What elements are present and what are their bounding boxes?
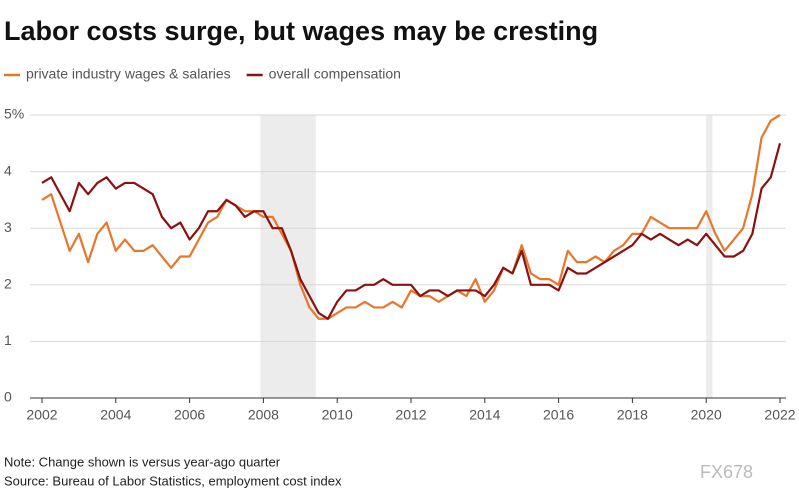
watermark: FX678 — [700, 462, 753, 482]
legend-label: overall compensation — [269, 66, 401, 82]
series-line — [41, 114, 781, 320]
y-tick-label: 4 — [4, 162, 12, 178]
note: Note: Change shown is versus year-ago qu… — [4, 454, 281, 469]
x-tick-label: 2012 — [395, 407, 426, 423]
y-tick-label: 2 — [4, 276, 12, 292]
y-tick-label: 5% — [4, 106, 24, 122]
recession-band — [706, 115, 713, 398]
x-tick-label: 2018 — [617, 407, 648, 423]
y-tick-label: 3 — [4, 219, 12, 235]
y-tick-label: 0 — [4, 389, 12, 405]
x-tick-label: 2016 — [543, 407, 574, 423]
series-line — [41, 143, 782, 320]
y-tick-label: 1 — [4, 332, 12, 348]
x-tick-label: 2004 — [100, 407, 131, 423]
x-tick-label: 2010 — [322, 407, 353, 423]
x-tick-label: 2020 — [691, 407, 722, 423]
legend-label: private industry wages & salaries — [26, 66, 231, 82]
x-tick-label: 2002 — [26, 407, 57, 423]
chart-title: Labor costs surge, but wages may be cres… — [4, 16, 598, 46]
x-tick-label: 2006 — [174, 407, 205, 423]
x-tick-label: 2008 — [248, 407, 279, 423]
source: Source: Bureau of Labor Statistics, empl… — [4, 473, 342, 488]
recession-band — [260, 115, 316, 398]
x-tick-label: 2014 — [469, 407, 500, 423]
x-tick-label: 2022 — [764, 407, 795, 423]
